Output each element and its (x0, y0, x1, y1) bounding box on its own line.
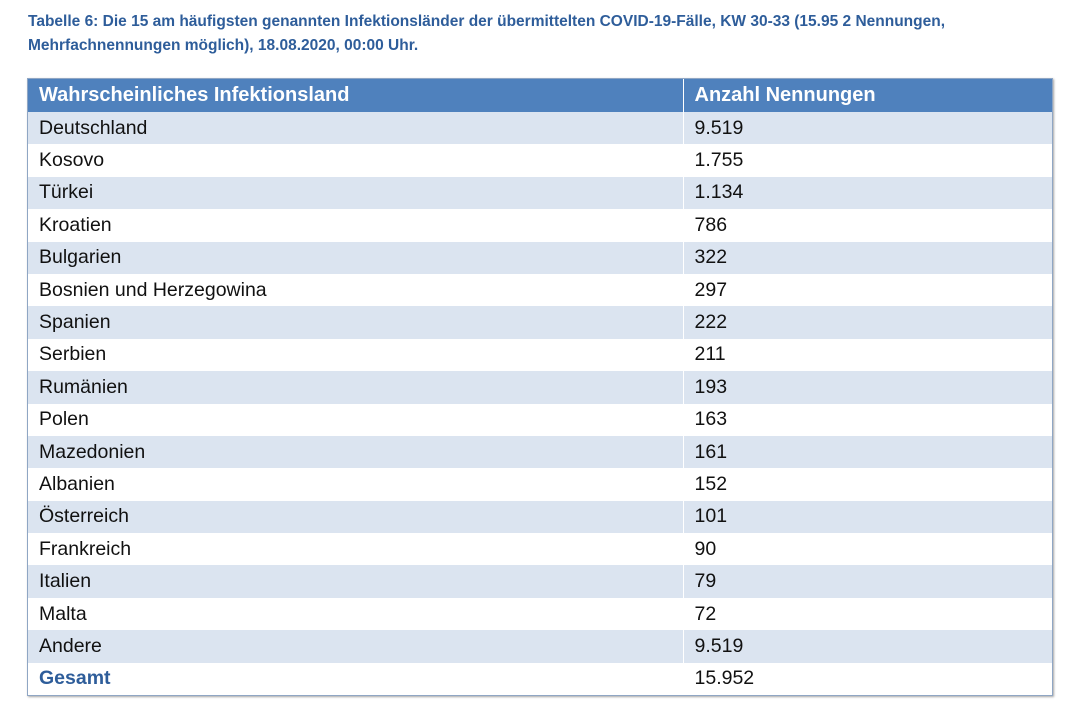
country-cell: Rumänien (28, 371, 684, 404)
total-label: Gesamt (28, 662, 684, 696)
total-row: Gesamt 15.952 (28, 662, 1052, 696)
column-header-country: Wahrscheinliches Infektionsland (28, 79, 684, 112)
count-cell: 152 (683, 468, 1052, 501)
count-cell: 211 (683, 338, 1052, 372)
count-cell: 90 (683, 533, 1052, 566)
table-row: Frankreich 90 (28, 533, 1052, 566)
count-cell: 72 (683, 597, 1052, 631)
count-cell: 193 (683, 371, 1052, 404)
column-header-count: Anzahl Nennungen (683, 79, 1052, 112)
count-cell: 161 (683, 435, 1052, 469)
country-cell: Kroatien (28, 209, 684, 242)
country-cell: Türkei (28, 176, 684, 210)
count-cell: 101 (683, 500, 1052, 534)
table-row: Albanien 152 (28, 468, 1052, 501)
table-row: Polen 163 (28, 403, 1052, 436)
table-header-row: Wahrscheinliches Infektionsland Anzahl N… (28, 79, 1052, 112)
table-row: Kroatien 786 (28, 209, 1052, 242)
country-cell: Spanien (28, 306, 684, 339)
infection-country-table: Wahrscheinliches Infektionsland Anzahl N… (28, 79, 1052, 696)
table-row: Bulgarien 322 (28, 241, 1052, 274)
table-row: Serbien 211 (28, 338, 1052, 372)
country-cell: Malta (28, 597, 684, 631)
count-cell: 163 (683, 403, 1052, 436)
country-cell: Bosnien und Herzegowina (28, 273, 684, 307)
table-row: Rumänien 193 (28, 371, 1052, 404)
table-row: Italien 79 (28, 565, 1052, 598)
count-cell: 79 (683, 565, 1052, 598)
table-row: Malta 72 (28, 597, 1052, 631)
table-row: Bosnien und Herzegowina 297 (28, 273, 1052, 307)
country-cell: Mazedonien (28, 435, 684, 469)
count-cell: 9.519 (683, 112, 1052, 145)
table-row: Andere 9.519 (28, 630, 1052, 663)
country-cell: Albanien (28, 468, 684, 501)
count-cell: 297 (683, 273, 1052, 307)
table-row: Spanien 222 (28, 306, 1052, 339)
country-cell: Serbien (28, 338, 684, 372)
total-count: 15.952 (683, 662, 1052, 696)
country-cell: Kosovo (28, 144, 684, 177)
table-body: Deutschland 9.519 Kosovo 1.755 Türkei 1.… (28, 112, 1052, 696)
table-row: Deutschland 9.519 (28, 112, 1052, 145)
table-row: Kosovo 1.755 (28, 144, 1052, 177)
infection-country-table-container: Wahrscheinliches Infektionsland Anzahl N… (27, 78, 1053, 697)
caption-line-2: Mehrfachnennungen möglich), 18.08.2020, … (28, 37, 419, 54)
country-cell: Bulgarien (28, 241, 684, 274)
count-cell: 9.519 (683, 630, 1052, 663)
table-row: Türkei 1.134 (28, 176, 1052, 210)
country-cell: Italien (28, 565, 684, 598)
table-row: Mazedonien 161 (28, 435, 1052, 469)
count-cell: 786 (683, 209, 1052, 242)
country-cell: Österreich (28, 500, 684, 534)
country-cell: Deutschland (28, 112, 684, 145)
country-cell: Polen (28, 403, 684, 436)
table-row: Österreich 101 (28, 500, 1052, 534)
caption-line-1: Tabelle 6: Die 15 am häufigsten genannte… (28, 13, 946, 30)
country-cell: Frankreich (28, 533, 684, 566)
count-cell: 322 (683, 241, 1052, 274)
count-cell: 1.755 (683, 144, 1052, 177)
country-cell: Andere (28, 630, 684, 663)
count-cell: 222 (683, 306, 1052, 339)
count-cell: 1.134 (683, 176, 1052, 210)
table-caption: Tabelle 6: Die 15 am häufigsten genannte… (28, 10, 1048, 58)
